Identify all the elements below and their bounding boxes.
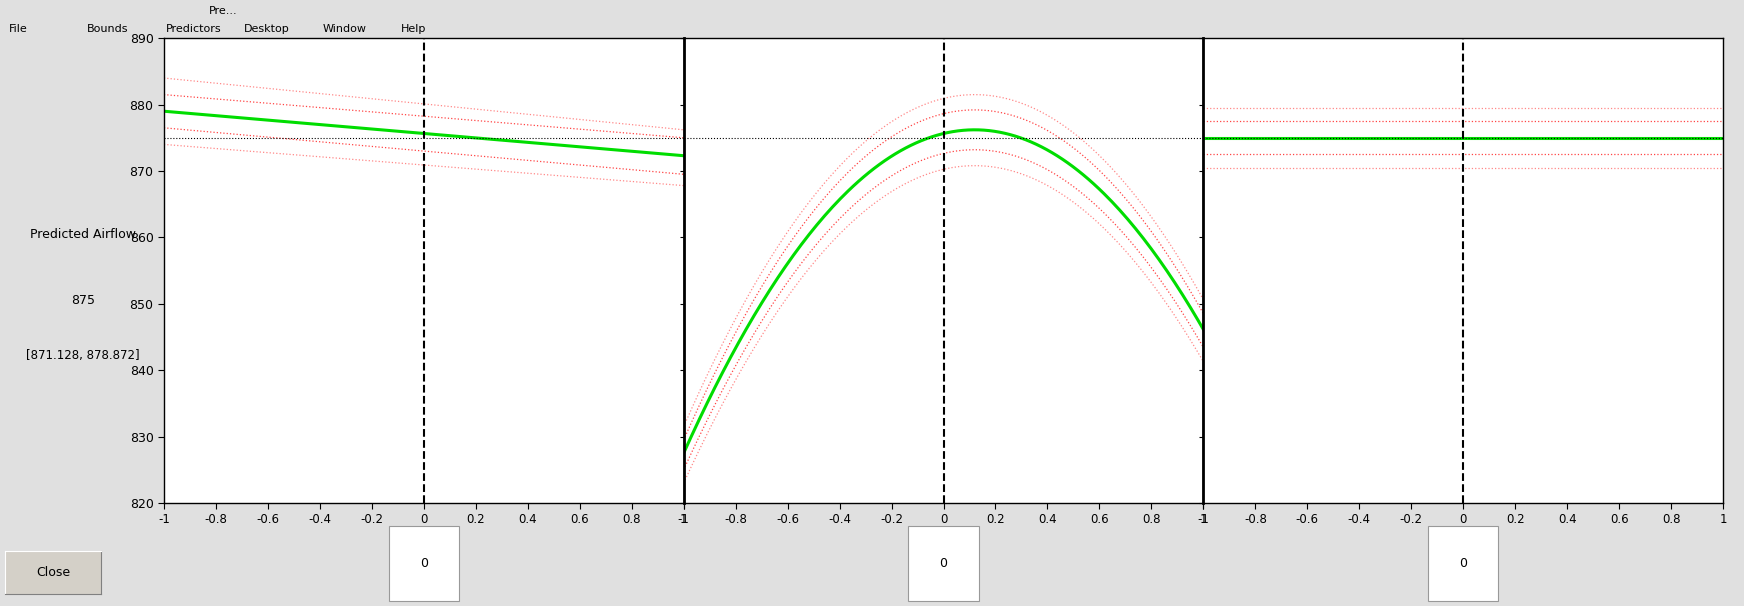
Text: 0: 0 bbox=[420, 557, 427, 570]
Text: C: C bbox=[1458, 605, 1468, 606]
Text: Close: Close bbox=[37, 566, 70, 579]
Text: Bounds: Bounds bbox=[87, 24, 129, 35]
Text: Predictors: Predictors bbox=[166, 24, 221, 35]
Text: [871.128, 878.872]: [871.128, 878.872] bbox=[26, 349, 140, 362]
Text: D: D bbox=[419, 605, 429, 606]
Text: Pre...: Pre... bbox=[209, 5, 237, 16]
Text: 0: 0 bbox=[1460, 557, 1467, 570]
Text: Window: Window bbox=[323, 24, 366, 35]
Text: P: P bbox=[940, 605, 947, 606]
Text: 0: 0 bbox=[940, 557, 947, 570]
Text: 875: 875 bbox=[72, 295, 94, 307]
Text: Help: Help bbox=[401, 24, 427, 35]
Text: File: File bbox=[9, 24, 28, 35]
Text: Predicted Airflow: Predicted Airflow bbox=[30, 228, 136, 241]
Text: Desktop: Desktop bbox=[244, 24, 290, 35]
